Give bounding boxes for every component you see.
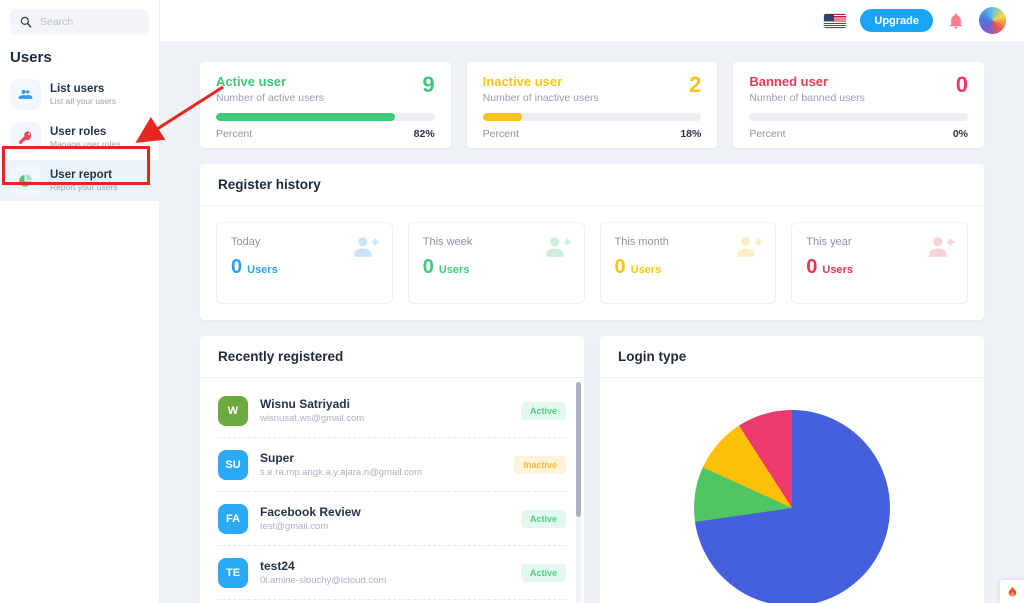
user-email: wisnusat.ws@gmail.com bbox=[260, 413, 365, 424]
register-card-label: This week bbox=[422, 236, 473, 248]
users-icon bbox=[10, 79, 41, 110]
user-list: W Wisnu Satriyadi wisnusat.ws@gmail.com … bbox=[200, 378, 584, 603]
sidebar-section-title: Users bbox=[10, 49, 52, 66]
avatar: TE bbox=[218, 557, 248, 588]
register-card-value: 0 bbox=[806, 256, 818, 278]
register-card-today: Today 0 Users bbox=[216, 222, 393, 304]
progress-track bbox=[482, 113, 702, 121]
list-item-user[interactable]: SU Super s.e.ra.mp.angk.a.y.ajara.n@gmai… bbox=[218, 438, 566, 492]
main-content: Active user Number of active users 9 Per… bbox=[160, 42, 1024, 603]
stat-value: 9 bbox=[422, 72, 435, 97]
register-card-label: This month bbox=[614, 236, 669, 248]
register-card-value: 0 bbox=[614, 256, 626, 278]
sidebar-item-user-report[interactable]: User report Report your users bbox=[0, 160, 159, 201]
user-plus-icon bbox=[545, 237, 571, 257]
sidebar-item-label: User report bbox=[50, 169, 112, 181]
register-card-unit: Users bbox=[822, 264, 853, 276]
register-card-value: 0 bbox=[422, 256, 434, 278]
stat-card-inactive-users: Inactive user Number of inactive users 2… bbox=[466, 62, 718, 148]
language-flag-us[interactable] bbox=[824, 13, 847, 28]
register-card-unit: Users bbox=[630, 264, 662, 276]
stat-subtitle: Number of banned users bbox=[749, 92, 865, 104]
register-card-unit: Users bbox=[438, 264, 470, 276]
status-badge: Active bbox=[520, 401, 566, 420]
sidebar-item-label: User roles bbox=[50, 126, 107, 138]
register-card-this-month: This month 0 Users bbox=[599, 222, 777, 304]
avatar: W bbox=[218, 395, 248, 426]
stat-card-banned-users: Banned user Number of banned users 0 Per… bbox=[733, 62, 985, 148]
percent-label: Percent bbox=[749, 128, 786, 140]
stat-value: 0 bbox=[955, 72, 969, 97]
stat-title: Active user bbox=[216, 74, 287, 89]
progress-track bbox=[216, 113, 435, 121]
avatar: SU bbox=[218, 449, 248, 480]
register-card-label: Today bbox=[231, 236, 261, 248]
register-card-this-year: This year 0 Users bbox=[791, 222, 968, 304]
percent-label: Percent bbox=[216, 128, 253, 140]
search-input[interactable] bbox=[10, 9, 149, 35]
progress-fill bbox=[482, 113, 523, 121]
user-name: Super bbox=[260, 451, 295, 465]
register-card-label: This year bbox=[806, 236, 852, 248]
list-item-user[interactable]: FA Facebook Review test@gmail.com Active bbox=[218, 492, 566, 546]
percent-value: 82% bbox=[413, 128, 435, 140]
notifications-bell-icon[interactable] bbox=[947, 12, 965, 30]
sidebar-item-sublabel: Report your users bbox=[50, 182, 118, 192]
login-type-panel: Login type bbox=[600, 336, 984, 603]
sidebar-item-sublabel: Manage user roles bbox=[50, 139, 121, 149]
flame-icon[interactable] bbox=[1000, 580, 1024, 603]
user-name: Facebook Review bbox=[260, 505, 361, 519]
status-badge: Inactive bbox=[514, 455, 566, 474]
percent-label: Percent bbox=[482, 128, 519, 140]
stat-subtitle: Number of inactive users bbox=[482, 92, 599, 104]
user-avatar[interactable] bbox=[979, 7, 1006, 34]
key-icon bbox=[10, 122, 41, 153]
stat-title: Inactive user bbox=[482, 74, 563, 89]
panel-title: Register history bbox=[200, 164, 984, 206]
register-card-value: 0 bbox=[231, 256, 243, 278]
register-card-this-week: This week 0 Users bbox=[407, 222, 585, 304]
stat-subtitle: Number of active users bbox=[216, 92, 324, 104]
upgrade-button[interactable]: Upgrade bbox=[860, 9, 933, 32]
register-card-unit: Users bbox=[247, 264, 278, 276]
status-badge: Active bbox=[520, 563, 566, 582]
stat-card-active-users: Active user Number of active users 9 Per… bbox=[200, 62, 451, 148]
sidebar-item-sublabel: List all your users bbox=[50, 96, 117, 106]
avatar: FA bbox=[218, 503, 248, 534]
search-icon bbox=[20, 16, 32, 28]
pie-icon bbox=[10, 165, 41, 196]
sidebar-item-user-roles[interactable]: User roles Manage user roles bbox=[0, 117, 159, 158]
user-plus-icon bbox=[737, 237, 763, 257]
user-email: test@gmail.com bbox=[260, 521, 329, 532]
panel-title: Recently registered bbox=[200, 336, 584, 378]
list-scrollbar[interactable] bbox=[576, 382, 581, 603]
percent-value: 0% bbox=[952, 128, 969, 140]
user-name: test24 bbox=[260, 559, 295, 573]
user-email: s.e.ra.mp.angk.a.y.ajara.n@gmail.com bbox=[260, 467, 423, 478]
recently-registered-panel: Recently registered W Wisnu Satriyadi wi… bbox=[200, 336, 584, 603]
sidebar-item-list-users[interactable]: List users List all your users bbox=[0, 74, 159, 115]
list-item-user[interactable]: TE test24 0l.amine-slouchy@icloud.com Ac… bbox=[218, 546, 566, 600]
user-email: 0l.amine-slouchy@icloud.com bbox=[260, 575, 387, 586]
status-badge: Active bbox=[520, 509, 566, 528]
stat-title: Banned user bbox=[749, 74, 829, 89]
scrollbar-thumb[interactable] bbox=[576, 382, 581, 517]
progress-track bbox=[749, 113, 969, 121]
sidebar: Users List users List all your users Use… bbox=[0, 0, 160, 603]
stat-value: 2 bbox=[689, 72, 702, 97]
login-type-pie-chart bbox=[694, 410, 890, 603]
list-item-user[interactable]: W Wisnu Satriyadi wisnusat.ws@gmail.com … bbox=[218, 384, 566, 438]
sidebar-item-label: List users bbox=[50, 83, 105, 95]
panel-title: Login type bbox=[600, 336, 984, 378]
percent-value: 18% bbox=[680, 128, 702, 140]
register-history-panel: Register history Today 0 Users This week bbox=[200, 164, 984, 320]
progress-fill bbox=[216, 113, 396, 121]
topbar: Upgrade bbox=[160, 0, 1024, 42]
stats-row: Active user Number of active users 9 Per… bbox=[200, 62, 985, 148]
user-plus-icon bbox=[353, 237, 379, 257]
user-name: Wisnu Satriyadi bbox=[260, 397, 350, 411]
user-plus-icon bbox=[929, 237, 954, 257]
sidebar-search bbox=[10, 9, 149, 35]
